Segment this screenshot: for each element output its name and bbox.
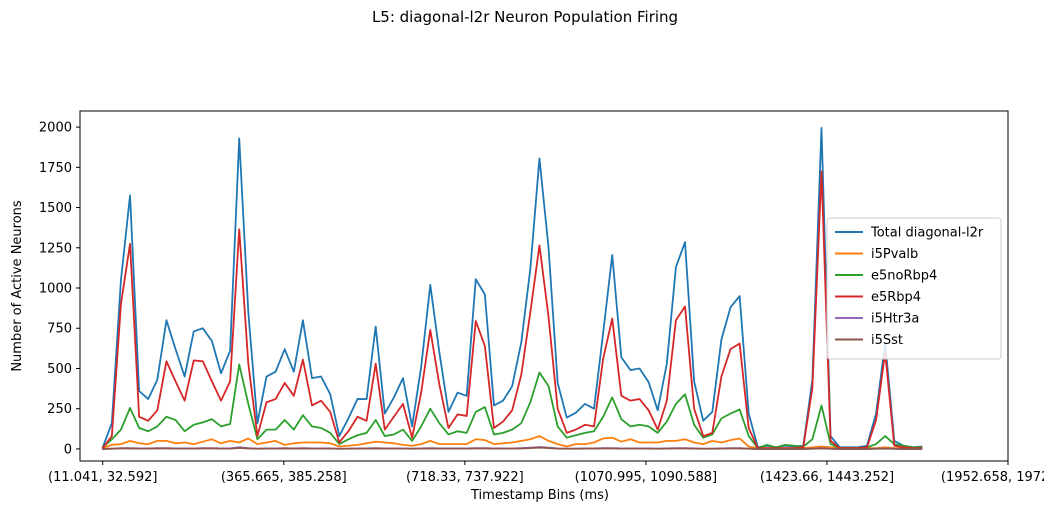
y-tick-label: 2000 [39,121,72,136]
y-tick-label: 1000 [39,282,72,297]
y-tick-label: 500 [47,362,72,377]
x-tick-label: (718.33, 737.922] [406,470,524,485]
legend-label: i5Pvalb [871,247,918,262]
legend-label: i5Sst [871,333,903,348]
series-line-i5sst [101,446,923,450]
legend-label: i5Htr3a [871,312,919,327]
x-tick-label: (11.041, 32.592] [48,470,157,485]
x-tick-label: (1423.66, 1443.252] [760,470,894,485]
legend-label: e5noRbp4 [871,269,937,284]
y-axis-label: Number of Active Neurons [10,200,25,372]
legend-box [826,217,1002,360]
x-axis-label: Timestamp Bins (ms) [470,488,609,503]
y-tick-label: 0 [64,442,72,457]
legend: Total diagonal-l2r i5Pvalb e5noRbp4 e5Rbp4 i… [826,217,1002,360]
y-tick-label: 750 [47,322,72,337]
y-axis-ticks: 0 250 500 750 1000 1250 1500 1750 2000 [39,121,80,457]
x-axis-ticks: (11.041, 32.592] (365.665, 385.258] (718.3… [48,461,1044,485]
y-tick-label: 1250 [39,241,72,256]
legend-label: Total diagonal-l2r [870,226,984,241]
y-tick-label: 1750 [39,161,72,176]
x-tick-label: (365.665, 385.258] [221,470,347,485]
x-tick-label: (1952.658, 1972.25] [941,470,1044,485]
y-tick-label: 1500 [39,201,72,216]
chart-title: L5: diagonal-l2r Neuron Population Firin… [372,8,678,26]
series-line-e5norbp4 [101,363,923,450]
legend-label: e5Rbp4 [871,290,921,305]
y-tick-label: 250 [47,402,72,417]
plot-area [101,127,923,450]
x-tick-label: (1070.995, 1090.588] [575,470,717,485]
axes-frame [79,110,1009,462]
